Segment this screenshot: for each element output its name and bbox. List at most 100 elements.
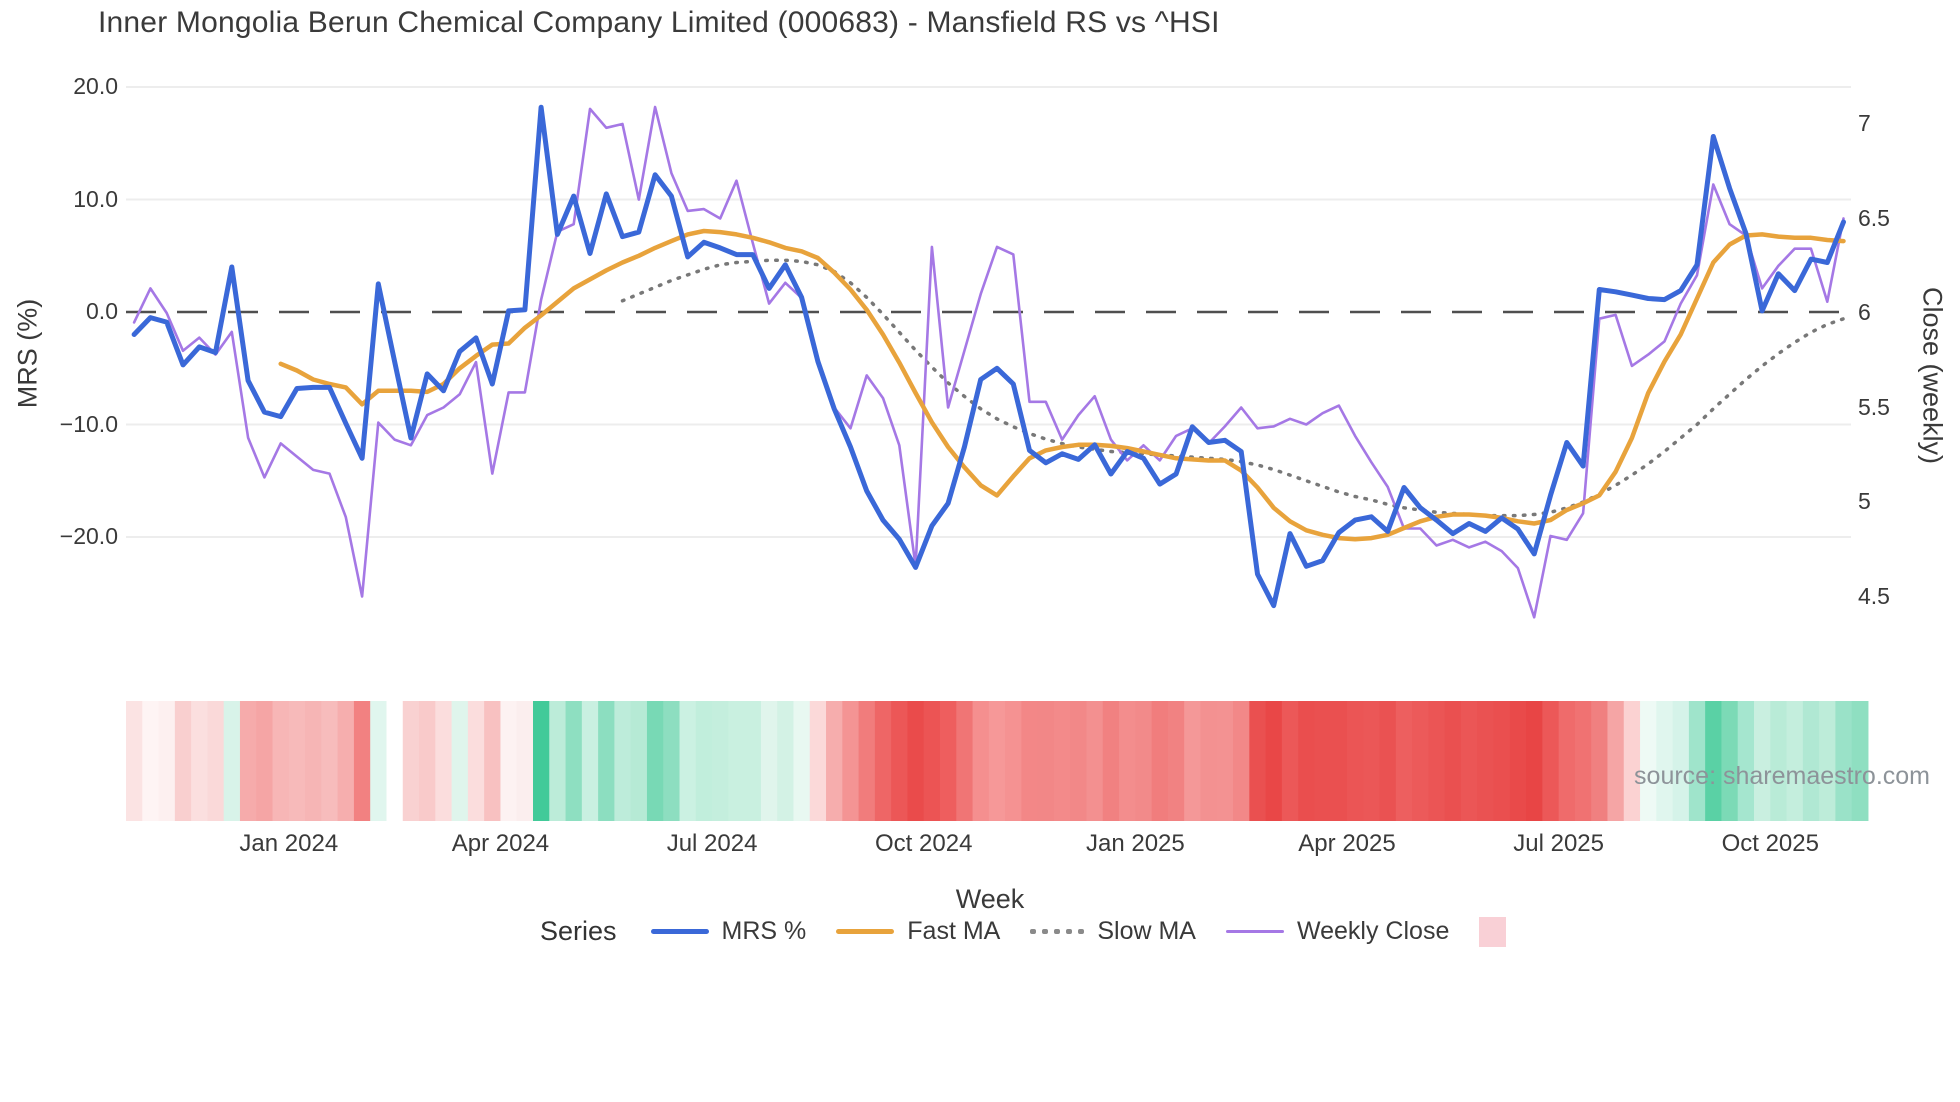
heatmap-cell — [1005, 701, 1022, 821]
heatmap-cell — [1542, 701, 1560, 821]
heatmap-cell — [1200, 701, 1218, 821]
heatmap-cell — [1070, 701, 1088, 821]
y-right-tick-label: 7 — [1858, 110, 1871, 136]
heatmap-cell — [402, 701, 420, 821]
heatmap-cell — [272, 701, 290, 821]
heatmap-cell — [1444, 701, 1462, 821]
y-right-tick-label: 6 — [1858, 299, 1871, 325]
heatmap-cell — [1363, 701, 1381, 821]
y-right-tick-label: 4.5 — [1858, 582, 1890, 609]
heatmap-cell — [598, 701, 615, 821]
heatmap-cell — [516, 701, 534, 821]
heatmap-cell — [1428, 701, 1446, 821]
heatmap-cell — [256, 701, 274, 821]
heatmap-cell — [923, 701, 941, 821]
x-tick-label: Oct 2025 — [1721, 830, 1819, 857]
heatmap-cell — [842, 701, 860, 821]
heatmap-cell — [1119, 701, 1136, 821]
heatmap-cell — [1216, 701, 1234, 821]
heatmap-cell — [826, 701, 843, 821]
heatmap-cell — [1737, 701, 1755, 821]
heatmap-cell — [533, 701, 550, 821]
heatmap-cell — [370, 701, 387, 821]
heatmap-cell — [858, 701, 876, 821]
legend-swatch-fast-ma — [836, 929, 895, 934]
heatmap-cell — [451, 701, 469, 821]
heatmap-cell — [435, 701, 453, 821]
heatmap-cell — [1330, 701, 1348, 821]
legend-swatch-heatmap — [1479, 916, 1507, 947]
heatmap-cell — [777, 701, 794, 821]
legend-label: Slow MA — [1097, 917, 1196, 945]
legend-item: Weekly Close — [1225, 917, 1450, 946]
heatmap-cell — [972, 701, 990, 821]
heatmap-cell — [809, 701, 827, 821]
heatmap-cell — [1086, 701, 1104, 821]
heatmap-cell — [663, 701, 681, 821]
source-label: source: sharemaestro.com — [1634, 762, 1930, 790]
series-weekly-close — [132, 105, 1845, 619]
legend-item — [1479, 916, 1507, 947]
heatmap-cell — [1574, 701, 1592, 821]
heatmap-cell — [1395, 701, 1413, 821]
heatmap-cell — [793, 701, 811, 821]
heatmap-cell — [1314, 701, 1332, 821]
heatmap-cell — [1460, 701, 1478, 821]
x-tick-label: Jan 2025 — [1085, 830, 1185, 857]
heatmap-cell — [1526, 701, 1543, 821]
heatmap-cell — [1233, 701, 1250, 821]
heatmap-cell — [1688, 701, 1706, 821]
heatmap-cell — [1493, 701, 1511, 821]
heatmap-cell — [549, 701, 567, 821]
heatmap-cell — [191, 701, 208, 821]
heatmap-cell — [1151, 701, 1169, 821]
heatmap-cell — [744, 701, 762, 821]
chart-title: Inner Mongolia Berun Chemical Company Li… — [98, 6, 1220, 39]
heatmap-cell — [1851, 701, 1869, 821]
heatmap-cell — [1102, 701, 1120, 821]
heatmap-cell — [1379, 701, 1397, 821]
heatmap-cell — [321, 701, 339, 821]
heatmap-cell — [467, 701, 485, 821]
heatmap-cell — [207, 701, 225, 821]
series-fast-ma — [278, 228, 1846, 542]
heatmap-cell — [565, 701, 583, 821]
heatmap-cell — [1640, 701, 1657, 821]
legend-label: Weekly Close — [1296, 917, 1450, 945]
heatmap-cell — [1656, 701, 1674, 821]
heatmap-cell — [1607, 701, 1625, 821]
series-mrs- — [131, 104, 1846, 609]
heatmap-cell — [1509, 701, 1527, 821]
y-left-tick-label: −10.0 — [59, 410, 118, 437]
x-axis-title: Week — [955, 884, 1025, 914]
heatmap-cell — [1819, 701, 1836, 821]
legend-item: Fast MA — [836, 917, 1000, 946]
heatmap-cell — [1558, 701, 1576, 821]
y-right-tick-label: 6.5 — [1858, 204, 1890, 231]
heatmap-cell — [386, 701, 404, 821]
heatmap-cell — [1184, 701, 1201, 821]
heatmap-cell — [1591, 701, 1608, 821]
heatmap-cell — [1053, 701, 1071, 821]
heatmap-cell — [1835, 701, 1853, 821]
y-left-tick-label: 0.0 — [86, 298, 118, 324]
legend-swatch-weekly-close — [1225, 930, 1284, 933]
heatmap-cell — [1477, 701, 1495, 821]
heatmap-cell — [907, 701, 925, 821]
heatmap-cell — [1298, 701, 1315, 821]
legend-label: Fast MA — [907, 917, 1001, 945]
y-left-tick-label: 10.0 — [73, 185, 118, 212]
x-tick-label: Apr 2024 — [451, 830, 550, 857]
heatmap-cell — [760, 701, 778, 821]
heatmap-cell — [500, 701, 518, 821]
heatmap-cell — [1754, 701, 1771, 821]
x-tick-label: Apr 2025 — [1298, 830, 1396, 857]
heatmap-cell — [1167, 701, 1185, 821]
heatmap-cell — [1672, 701, 1690, 821]
x-tick-label: Jul 2024 — [666, 830, 758, 857]
heatmap-cell — [1623, 701, 1641, 821]
heatmap-cell — [239, 701, 257, 821]
legend-item: Slow MA — [1030, 917, 1196, 946]
y-left-tick-label: 20.0 — [73, 73, 118, 99]
